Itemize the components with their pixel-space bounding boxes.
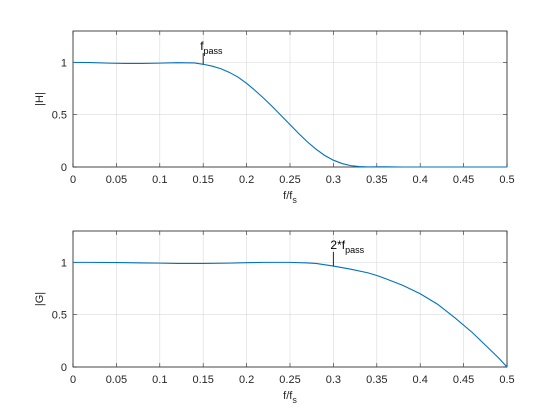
x-tick-label: 0.35: [366, 174, 387, 186]
y-axis-label: |G|: [34, 292, 46, 306]
x-tick-label: 0.25: [279, 374, 300, 386]
x-tick-label: 0.1: [152, 174, 167, 186]
series-line: [72, 61, 507, 168]
x-tick-label: 0.45: [453, 374, 474, 386]
annotation-label: 2*fpass: [330, 238, 364, 255]
x-axis-label: f/fs: [283, 190, 297, 205]
plot-h-magnitude: 0 0.05 0.1 0.15 0.2 0.25 0.3 0.35 0.4 0.45 0.5 0 0.5…: [34, 30, 515, 205]
annotation-label-main: 2*f: [330, 238, 345, 252]
annotation-label-subscript: pass: [345, 245, 365, 255]
x-tick-label: 0.3: [326, 374, 341, 386]
x-tick-label: 0.1: [152, 374, 167, 386]
annotation-label: fpass: [200, 39, 223, 56]
x-tick-label: 0.2: [239, 174, 254, 186]
x-tick-label: 0: [70, 174, 76, 186]
x-tick-label: 0.25: [279, 174, 300, 186]
y-axis-label: |H|: [34, 92, 46, 106]
x-axis-label-subscript: s: [292, 395, 297, 405]
x-tick-label: 0: [70, 374, 76, 386]
x-tick-label: 0.4: [413, 174, 428, 186]
x-tick-label: 0.05: [106, 374, 127, 386]
series-line: [73, 261, 508, 368]
x-tick-label: 0.35: [366, 374, 387, 386]
x-tick-label: 0.45: [453, 174, 474, 186]
y-tick-label: 0: [61, 362, 67, 374]
x-axis-label: f/fs: [283, 390, 297, 405]
x-tick-label: 0.15: [192, 174, 213, 186]
x-tick-label: 0.2: [239, 374, 254, 386]
y-tick-label: 0.5: [52, 110, 67, 122]
x-tick-label: 0.5: [499, 374, 514, 386]
annotation-label-subscript: pass: [204, 46, 224, 56]
x-axis-label-main: f/f: [283, 190, 293, 202]
x-axis-label-main: f/f: [283, 390, 293, 402]
plot-g-magnitude: 0 0.05 0.1 0.15 0.2 0.25 0.3 0.35 0.4 0.45 0.5 0 0.5…: [34, 230, 515, 405]
x-axis-label-subscript: s: [292, 195, 297, 205]
y-tick-label: 1: [61, 257, 67, 269]
x-tick-label: 0.15: [192, 374, 213, 386]
y-tick-label: 1: [61, 57, 67, 69]
x-tick-label: 0.4: [413, 374, 428, 386]
y-tick-label: 0.5: [52, 310, 67, 322]
x-tick-label: 0.5: [499, 174, 514, 186]
annotation-label-main: f: [200, 39, 204, 53]
y-tick-label: 0: [61, 162, 67, 174]
x-tick-label: 0.3: [326, 174, 341, 186]
x-tick-label: 0.05: [106, 174, 127, 186]
